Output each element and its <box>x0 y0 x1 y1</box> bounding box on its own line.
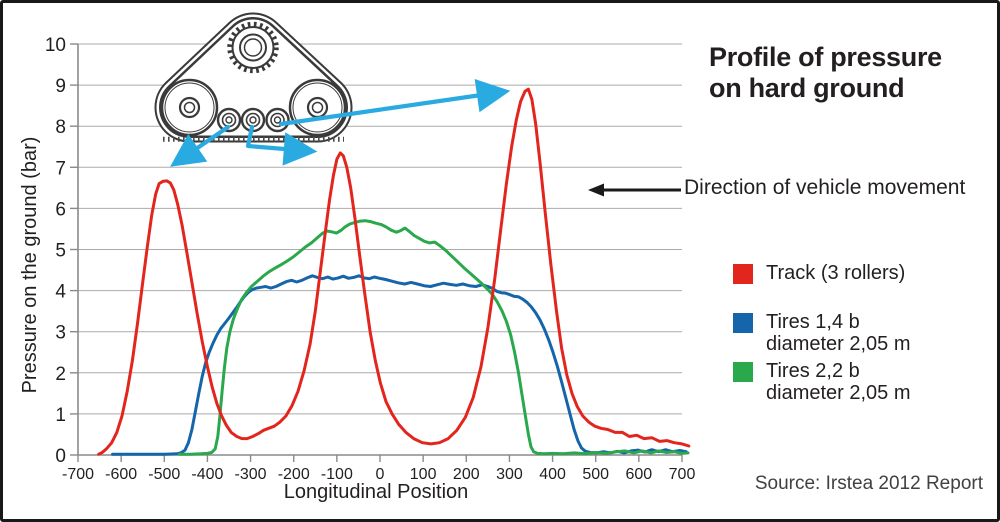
x-axis-title: Longitudinal Position <box>284 481 469 503</box>
x-tick-label: 700 <box>669 466 696 483</box>
tick-labels: 0 1 2 3 4 5 6 7 8 9 10 -700 -600 -500 -400 -300 -200 -100… <box>45 35 696 483</box>
series-curve-1 <box>97 87 691 456</box>
x-tick-label: 600 <box>626 466 653 483</box>
sprocket-wheel <box>227 21 279 74</box>
legend-swatch <box>733 362 753 382</box>
y-tick-label: 2 <box>55 364 66 385</box>
direction-arrowhead <box>588 183 604 197</box>
x-tick-label: 400 <box>539 466 566 483</box>
series-curve-2 <box>111 274 688 456</box>
right-road-wheel <box>288 78 347 137</box>
chart-title: Profile of pressure on hard ground <box>709 42 942 103</box>
series-curve-3 <box>177 219 690 456</box>
y-tick-label: 5 <box>55 241 66 262</box>
legend-label: Track (3 rollers) <box>766 262 906 284</box>
roller1-to-peak1-arrow <box>170 124 231 167</box>
x-tick-label: 500 <box>582 466 609 483</box>
legend-row: Tires 2,2 b diameter 2,05 m <box>733 360 911 404</box>
legend-label: Tires 1,4 b diameter 2,05 m <box>766 311 911 355</box>
direction-arrow <box>588 183 681 197</box>
x-tick-label: -700 <box>62 466 94 483</box>
legend-swatch <box>733 264 753 284</box>
x-tick-label: 300 <box>496 466 523 483</box>
legend-label: Tires 2,2 b diameter 2,05 m <box>766 360 911 404</box>
y-tick-label: 8 <box>55 117 66 138</box>
y-tick-label: 7 <box>55 158 66 179</box>
source-note: Source: Irstea 2012 Report <box>754 473 983 494</box>
axis-ticks <box>70 43 683 462</box>
left-road-wheel <box>160 78 219 137</box>
track-schematic-drawing <box>154 12 353 143</box>
gridlines <box>77 43 682 456</box>
y-axis-title: Pressure on the ground (bar) <box>19 137 41 394</box>
y-tick-label: 3 <box>55 323 66 344</box>
y-tick-label: 1 <box>55 405 66 426</box>
series-curves <box>97 87 691 456</box>
x-tick-label: 200 <box>453 466 480 483</box>
roller-3 <box>265 107 290 133</box>
x-tick-label: 100 <box>410 466 437 483</box>
roller3-to-peak3-arrow <box>278 78 511 127</box>
x-tick-label: -200 <box>278 466 310 483</box>
x-tick-label: -300 <box>235 466 267 483</box>
x-tick-label: -100 <box>321 466 353 483</box>
roller-1 <box>216 107 242 133</box>
x-tick-label: -400 <box>191 466 223 483</box>
roller-pressure-arrows <box>170 78 511 167</box>
x-tick-label: -500 <box>148 466 180 483</box>
y-tick-label: 10 <box>45 35 66 56</box>
x-tick-label: -600 <box>105 466 137 483</box>
legend-row: Tires 1,4 b diameter 2,05 m <box>733 311 911 355</box>
y-tick-label: 6 <box>55 199 66 220</box>
y-tick-label: 9 <box>55 76 66 97</box>
direction-label: Direction of vehicle movement <box>684 176 966 199</box>
y-tick-label: 0 <box>55 446 66 467</box>
legend-swatch <box>733 313 753 333</box>
x-tick-label: 0 <box>376 466 385 483</box>
y-tick-label: 4 <box>55 282 66 303</box>
legend-row: Track (3 rollers) <box>733 262 906 284</box>
roller2-to-peak2-arrow <box>245 124 318 166</box>
